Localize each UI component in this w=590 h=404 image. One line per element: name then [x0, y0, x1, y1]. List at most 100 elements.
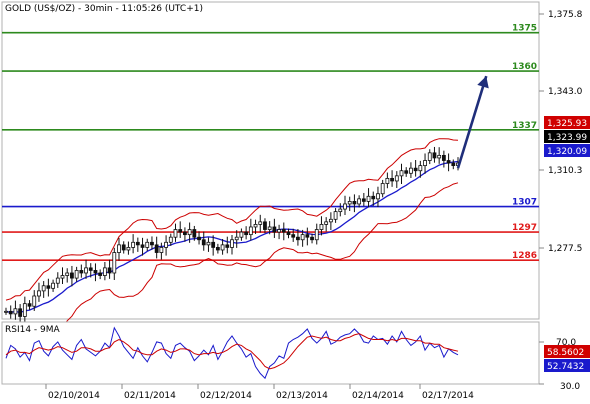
candle-body: [215, 247, 220, 251]
main-y-axis: 1,375.8 1,343.0 1,310.3 1,277.5: [539, 10, 583, 254]
candle-body: [107, 267, 112, 274]
candle-body: [37, 290, 41, 297]
candle-body: [84, 267, 88, 274]
candle-body: [404, 170, 409, 174]
candle-body: [446, 160, 451, 164]
candle-body: [140, 244, 145, 248]
candle-body: [338, 208, 343, 213]
candle-body: [55, 277, 60, 284]
badge-lower-band-bg: [544, 144, 590, 157]
candle-body: [253, 224, 258, 228]
candle-body: [343, 203, 347, 210]
candle-body: [159, 247, 164, 253]
candle-body: [70, 272, 74, 279]
candle-body: [427, 152, 432, 161]
badge-last-price-value: 1,323.99: [547, 133, 587, 143]
candle-body: [27, 303, 32, 307]
candle-body: [244, 231, 249, 236]
badge-upper-band-bg: [544, 116, 590, 129]
candle-body: [286, 231, 291, 236]
candle-body: [333, 211, 338, 220]
candle-body: [197, 236, 201, 241]
candle-body: [4, 310, 8, 313]
candle-body: [319, 224, 324, 230]
rsi-line: [5, 326, 459, 380]
badge-lower-band-value: 1,320.09: [547, 147, 587, 157]
candle-body: [18, 308, 23, 317]
candle-body: [248, 226, 253, 236]
candle-body: [112, 252, 117, 274]
badge-last-price-bg: [544, 130, 590, 143]
rsi-ma-line: [5, 333, 459, 370]
candle-body: [263, 221, 267, 230]
badge-rsi-bg: [544, 359, 590, 372]
candle-body: [291, 234, 296, 238]
x-tick-label: 02/13/2014: [276, 391, 328, 400]
candle-body: [324, 221, 329, 225]
x-tick-label: 02/10/2014: [48, 391, 100, 400]
candle-body: [296, 236, 300, 241]
candle-body: [394, 175, 399, 182]
candle-body: [328, 218, 333, 223]
rsi-plot-area: [1, 321, 540, 385]
candle-body: [305, 234, 310, 238]
candle-body: [164, 241, 168, 248]
candle-body: [51, 282, 55, 289]
candle-body: [154, 244, 159, 253]
x-tick-label: 02/14/2014: [352, 391, 404, 400]
candle-body: [192, 229, 197, 238]
candle-body: [187, 229, 192, 236]
candle-body: [206, 241, 211, 246]
candle-body: [413, 167, 418, 172]
candle-body: [117, 244, 121, 253]
main-y-tick-label: 1,277.5: [548, 244, 582, 254]
candle-body: [376, 193, 380, 200]
badge-upper-band-value: 1,325.93: [547, 119, 587, 129]
candle-body: [74, 270, 79, 279]
candle-body: [79, 270, 84, 274]
candle-body: [310, 236, 314, 241]
support-resistance-levels: 1375 1360 1337 1307 1297 1286: [2, 24, 539, 261]
candle-body: [380, 183, 385, 195]
level-label-1286: 1286: [512, 251, 537, 261]
candle-body: [390, 177, 394, 182]
candle-body: [437, 154, 442, 159]
candle-body: [423, 160, 427, 167]
candle-body: [8, 310, 13, 315]
current-price-badges: 1,325.93 1,323.99 1,320.09: [544, 116, 590, 157]
forecast-arrow-shaft: [456, 75, 488, 169]
rsi-y-tick-label: 30.0: [560, 382, 580, 392]
candle-body: [409, 167, 413, 174]
candle-body: [371, 195, 376, 200]
x-tick-label: 02/12/2014: [200, 391, 252, 400]
candle-body: [88, 267, 93, 271]
candle-body: [150, 241, 154, 246]
badge-rsi-ma-bg: [544, 345, 590, 358]
candle-body: [32, 295, 37, 307]
candle-body: [441, 154, 446, 161]
level-label-1360: 1360: [512, 62, 537, 72]
candle-body: [93, 270, 98, 274]
candle-body: [357, 198, 362, 205]
candle-body: [13, 308, 18, 315]
rsi-current-badges: 58.5602 52.7432: [544, 345, 590, 372]
candle-body: [399, 170, 404, 177]
price-candles: [4, 146, 460, 325]
main-y-tick-label: 1,375.8: [548, 10, 583, 20]
candle-body: [65, 272, 70, 276]
candle-body: [352, 201, 357, 205]
candle-body: [201, 239, 206, 246]
candle-body: [432, 152, 437, 159]
candle-body: [361, 198, 366, 202]
candle-body: [46, 285, 51, 289]
candle-body: [121, 244, 126, 251]
rsi-y-tick-label: 70.0: [556, 338, 576, 348]
rsi-lines: [5, 326, 459, 380]
candle-body: [183, 231, 187, 236]
rsi-y-axis: 70.0 30.0: [539, 338, 580, 392]
candle-body: [267, 226, 272, 230]
level-label-1307: 1307: [512, 198, 537, 208]
candle-body: [22, 303, 27, 317]
